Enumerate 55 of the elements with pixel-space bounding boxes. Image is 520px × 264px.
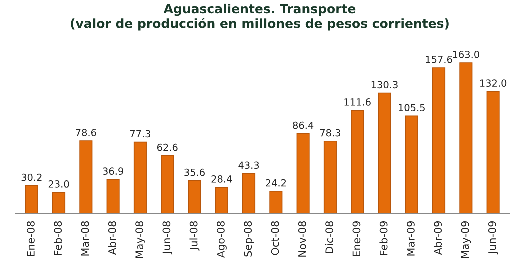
x-tick-label: Ene-09 bbox=[352, 222, 361, 256]
data-label: 111.6 bbox=[344, 98, 371, 106]
data-label: 35.6 bbox=[184, 168, 205, 176]
bar bbox=[52, 192, 66, 214]
bar bbox=[486, 91, 500, 214]
bar bbox=[106, 179, 120, 214]
data-label: 77.3 bbox=[130, 130, 150, 138]
x-tick-label: Feb-09 bbox=[380, 222, 388, 256]
bar bbox=[351, 110, 364, 214]
x-tick-label: Abr-09 bbox=[434, 222, 442, 256]
data-label: 30.2 bbox=[22, 174, 42, 182]
data-label: 130.3 bbox=[372, 81, 398, 89]
x-tick-label: May-08 bbox=[136, 222, 146, 258]
data-label: 24.2 bbox=[266, 179, 286, 187]
x-tick-label: Ene-08 bbox=[27, 222, 35, 256]
bar bbox=[460, 62, 473, 214]
x-tick-label: Jul-08 bbox=[190, 221, 200, 251]
bar bbox=[161, 155, 174, 214]
bar bbox=[242, 173, 256, 214]
x-tick-label: Mar-09 bbox=[407, 222, 415, 256]
bar bbox=[324, 140, 337, 214]
data-label: 157.6 bbox=[426, 56, 452, 64]
x-tick-label: Nov-08 bbox=[298, 222, 306, 257]
bar bbox=[296, 133, 310, 214]
bar bbox=[188, 180, 202, 214]
data-label: 78.6 bbox=[76, 129, 96, 136]
data-label: 163.0 bbox=[453, 50, 480, 58]
bar bbox=[432, 68, 446, 214]
x-tick-label: Mar-08 bbox=[81, 221, 90, 256]
chart-title: Aguascalientes. Transporte (valor de producción en millones de pesos corrientes) bbox=[71, 4, 449, 31]
bar bbox=[270, 191, 283, 214]
data-label: 105.5 bbox=[399, 104, 425, 112]
x-tick-label: Abr-08 bbox=[108, 221, 116, 256]
data-label: 28.4 bbox=[212, 176, 232, 183]
x-tick-label: May-09 bbox=[461, 222, 472, 258]
x-tick-label: Sep-08 bbox=[244, 222, 254, 257]
data-label: 36.9 bbox=[103, 168, 124, 176]
data-label: 62.6 bbox=[157, 144, 178, 152]
x-tick-label: Dic-08 bbox=[325, 221, 334, 254]
data-label: 43.3 bbox=[238, 162, 260, 170]
x-tick-label: Ago-08 bbox=[217, 222, 227, 258]
x-tick-label: Jun-08 bbox=[162, 221, 173, 255]
bar bbox=[134, 142, 147, 214]
bar bbox=[25, 185, 38, 214]
data-label: 86.4 bbox=[293, 122, 314, 130]
x-tick-label: Oct-08 bbox=[271, 222, 280, 256]
data-label: 132.0 bbox=[480, 80, 507, 88]
x-tick-label: Feb-08 bbox=[54, 222, 62, 256]
data-label: 78.3 bbox=[320, 129, 340, 137]
bar bbox=[215, 187, 228, 214]
x-tick-label: Jun-09 bbox=[488, 222, 498, 255]
bar bbox=[405, 116, 418, 214]
data-label: 23.0 bbox=[48, 180, 70, 188]
bar bbox=[80, 140, 93, 214]
bar bbox=[378, 92, 392, 214]
